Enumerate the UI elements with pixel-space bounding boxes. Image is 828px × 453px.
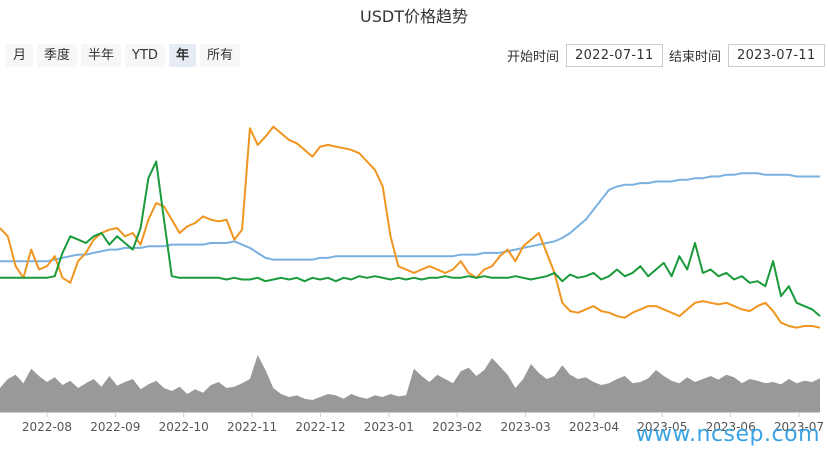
- range-year-button[interactable]: 年: [168, 44, 196, 67]
- end-date-group: 结束时间 2023-07-11: [669, 44, 825, 67]
- start-date-input[interactable]: 2022-07-11: [566, 44, 663, 67]
- chart-title: USDT价格趋势: [360, 7, 468, 26]
- range-buttons: 月 季度 半年 YTD 年 所有: [6, 44, 240, 67]
- start-date-group: 开始时间 2022-07-11: [507, 44, 663, 67]
- range-all-button[interactable]: 所有: [199, 44, 240, 67]
- x-tick-label: 2022-08: [22, 420, 72, 434]
- x-tick-label: 2023-03: [500, 420, 550, 434]
- end-date-label: 结束时间: [669, 50, 722, 65]
- green-series-line: [0, 160, 821, 317]
- x-tick-label: 2023-02: [432, 420, 482, 434]
- range-quarter-button[interactable]: 季度: [37, 44, 78, 67]
- x-tick-label: 2022-10: [159, 420, 209, 434]
- range-halfyear-button[interactable]: 半年: [81, 44, 122, 67]
- x-tick-label: 2022-12: [295, 420, 345, 434]
- x-tick-label: 2023-01: [364, 420, 414, 434]
- x-tick-label: 2023-06: [706, 420, 756, 434]
- watermark: www.ncsep.com: [635, 422, 820, 447]
- x-tick-label: 2023-04: [569, 420, 619, 434]
- x-tick-label: 2023-05: [637, 420, 687, 434]
- orange-series-line: [0, 125, 821, 329]
- start-date-label: 开始时间: [507, 50, 560, 65]
- x-tick-label: 2023-07: [774, 420, 824, 434]
- range-ytd-button[interactable]: YTD: [125, 44, 165, 67]
- x-tick-label: 2022-11: [227, 420, 277, 434]
- end-date-input[interactable]: 2023-07-11: [728, 44, 825, 67]
- volume-area: [0, 355, 820, 412]
- x-tick-label: 2022-09: [90, 420, 140, 434]
- blue-series-line: [0, 172, 820, 263]
- range-month-button[interactable]: 月: [6, 44, 34, 67]
